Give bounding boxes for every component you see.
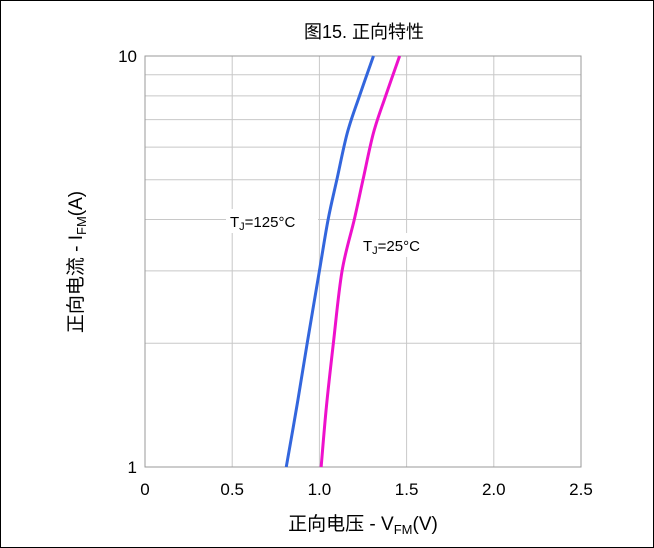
y-axis-label: 正向电流 - IFM(A) xyxy=(65,191,89,333)
series-label-25c: TJ=25°C xyxy=(359,233,441,257)
series-label-125c: TJ=125°C xyxy=(226,209,318,233)
series-line-125c xyxy=(284,55,375,468)
x-tick-label: 2.5 xyxy=(569,480,593,499)
x-tick-label: 1.5 xyxy=(395,480,419,499)
grid xyxy=(145,56,581,467)
x-tick-label: 2.0 xyxy=(482,480,506,499)
x-tick-label: 0.5 xyxy=(220,480,244,499)
chart-title: 图15. 正向特性 xyxy=(304,22,424,42)
y-tick-label: 1 xyxy=(128,458,137,477)
y-tick-label: 10 xyxy=(118,47,137,66)
svg-text:TJ=25°C: TJ=25°C xyxy=(363,238,420,257)
svg-text:TJ=125°C: TJ=125°C xyxy=(230,214,295,233)
x-axis-label: 正向电压 - VFM(V) xyxy=(288,513,438,537)
series-layer xyxy=(284,55,402,468)
tick-layer: 0 0.5 1.0 1.5 2.0 2.5 1 10 xyxy=(118,47,593,499)
series-line-25c xyxy=(319,55,402,468)
x-tick-label: 1.0 xyxy=(308,480,332,499)
plot-area-border xyxy=(144,55,582,468)
x-tick-label: 0 xyxy=(140,480,149,499)
